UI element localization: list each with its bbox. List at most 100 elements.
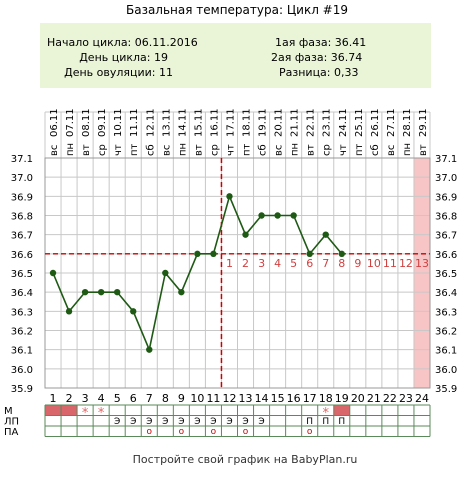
cycle-day-label: 17 [303, 392, 317, 405]
date-label: 12.11 [145, 108, 156, 137]
cycle-start-text: Начало цикла: 06.11.2016 [47, 36, 198, 49]
temperature-point [194, 250, 201, 258]
y-tick-left: 36.0 [11, 365, 33, 376]
weekday-label: сб [370, 144, 381, 156]
date-label: 18.11 [242, 108, 253, 137]
table-symbol: П [322, 417, 329, 427]
weekday-label: чт [225, 144, 236, 156]
cycle-day-label: 10 [190, 392, 204, 405]
weekday-label: вс [49, 145, 60, 156]
cycle-day-label: 21 [367, 392, 381, 405]
cycle-day-label: 23 [399, 392, 413, 405]
cycle-day-label: 16 [287, 392, 301, 405]
weekday-label: пт [242, 143, 253, 156]
y-tick-left: 36.8 [11, 212, 33, 223]
table-symbol: Э [130, 417, 136, 427]
mens-cell [333, 405, 350, 416]
table-symbol: Э [162, 417, 168, 427]
date-label: 27.11 [386, 108, 397, 137]
circle-symbol: о [243, 427, 249, 437]
cycle-day-label: 2 [66, 392, 73, 405]
y-tick-right: 36.2 [435, 327, 457, 338]
cycle-day-label: 20 [351, 392, 365, 405]
weekday-label: чт [338, 144, 349, 156]
temperature-point [65, 308, 73, 315]
weekday-label: пт [129, 143, 140, 156]
row-label: М [4, 406, 13, 417]
temperature-point [242, 231, 249, 238]
y-tick-left: 36.6 [11, 250, 33, 261]
date-label: 07.11 [65, 108, 76, 137]
cycle-day-label: 4 [98, 392, 105, 405]
weekday-label: ср [322, 144, 333, 156]
cycle-day-label: 9 [178, 392, 185, 405]
star-symbol: * [82, 406, 89, 421]
temperature-point [258, 212, 265, 219]
weekday-label: вс [161, 145, 172, 156]
mens-cell [61, 405, 78, 416]
post-ovulation-label: 11 [383, 257, 397, 270]
weekday-label: вт [193, 144, 204, 156]
y-tick-left: 36.5 [11, 269, 33, 280]
cycle-day-label: 3 [82, 392, 89, 405]
y-tick-right: 36.8 [435, 212, 457, 223]
temperature-point [178, 288, 185, 296]
y-tick-left: 35.9 [11, 384, 33, 395]
temperature-point [49, 269, 57, 277]
table-symbol: Э [178, 417, 184, 427]
cycle-day-label: 7 [146, 392, 153, 405]
date-label: 25.11 [354, 108, 365, 137]
plot-frame [44, 157, 431, 389]
date-label: 10.11 [113, 108, 124, 137]
y-tick-right: 36.0 [435, 365, 457, 376]
weekday-label: ср [97, 144, 108, 156]
temperature-point [97, 288, 105, 296]
temperature-point [338, 250, 345, 258]
date-label: 16.11 [209, 108, 220, 137]
y-tick-right: 36.9 [435, 192, 457, 203]
y-tick-right: 36.1 [435, 346, 457, 357]
date-label: 22.11 [306, 108, 317, 137]
y-tick-right: 36.7 [435, 231, 457, 242]
temperature-point [290, 212, 297, 219]
weekday-label: вт [81, 144, 92, 156]
date-label: 17.11 [225, 108, 236, 137]
y-tick-right: 36.6 [435, 250, 457, 261]
weekday-label: сб [258, 144, 269, 156]
temperature-point [130, 308, 137, 315]
cycle-day-label: 5 [114, 392, 121, 405]
post-ovulation-label: 12 [399, 257, 413, 270]
post-ovulation-label: 10 [367, 257, 381, 270]
cycle-day-label: 18 [319, 392, 333, 405]
circle-symbol: о [307, 427, 313, 437]
date-label: 06.11 [49, 108, 60, 137]
post-ovulation-label: 6 [306, 257, 313, 270]
temperature-point [274, 212, 281, 219]
date-label: 14.11 [177, 108, 188, 137]
cycle-day-label: 6 [130, 392, 137, 405]
y-tick-left: 36.2 [11, 327, 33, 338]
cycle-day-label: 8 [162, 392, 169, 405]
cycle-day-label: 13 [239, 392, 253, 405]
circle-symbol: о [147, 427, 153, 437]
date-label: 08.11 [81, 108, 92, 137]
weekday-label: вт [306, 144, 317, 156]
cycle-day-label: 14 [255, 392, 269, 405]
temperature-point [146, 346, 153, 353]
y-tick-left: 37.1 [11, 154, 33, 165]
table-symbol: Э [258, 417, 264, 427]
cycle-day-label: 11 [206, 392, 220, 405]
date-label: 19.11 [258, 108, 269, 137]
post-ovulation-label: 9 [354, 257, 361, 270]
table-symbol: Э [194, 417, 200, 427]
y-tick-left: 36.3 [11, 307, 33, 318]
post-ovulation-label: 5 [290, 257, 297, 270]
post-ovulation-label: 3 [258, 257, 265, 270]
circle-symbol: о [211, 427, 217, 437]
y-tick-right: 37.0 [435, 173, 457, 184]
date-label: 20.11 [274, 108, 285, 137]
star-symbol: * [322, 406, 329, 421]
phase2-text: 2ая фаза: 36.74 [271, 51, 362, 64]
table-symbol: П [306, 417, 313, 427]
